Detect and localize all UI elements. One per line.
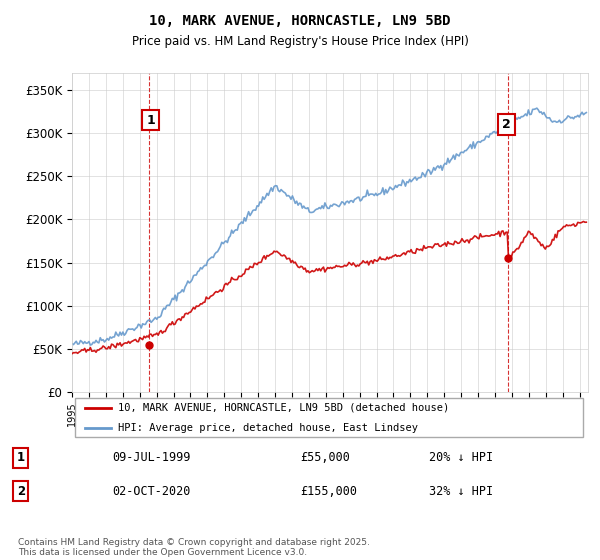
Text: 2: 2 xyxy=(502,118,511,131)
Text: 32% ↓ HPI: 32% ↓ HPI xyxy=(430,485,493,498)
Text: 09-JUL-1999: 09-JUL-1999 xyxy=(112,451,190,464)
Text: 20% ↓ HPI: 20% ↓ HPI xyxy=(430,451,493,464)
Text: 1: 1 xyxy=(17,451,25,464)
Text: 10, MARK AVENUE, HORNCASTLE, LN9 5BD (detached house): 10, MARK AVENUE, HORNCASTLE, LN9 5BD (de… xyxy=(118,403,449,413)
FancyBboxPatch shape xyxy=(74,398,583,437)
Text: 1: 1 xyxy=(146,114,155,127)
Text: 2: 2 xyxy=(17,485,25,498)
Text: £55,000: £55,000 xyxy=(300,451,350,464)
Text: Price paid vs. HM Land Registry's House Price Index (HPI): Price paid vs. HM Land Registry's House … xyxy=(131,35,469,48)
Text: Contains HM Land Registry data © Crown copyright and database right 2025.
This d: Contains HM Land Registry data © Crown c… xyxy=(18,538,370,557)
Text: 02-OCT-2020: 02-OCT-2020 xyxy=(112,485,190,498)
Text: 10, MARK AVENUE, HORNCASTLE, LN9 5BD: 10, MARK AVENUE, HORNCASTLE, LN9 5BD xyxy=(149,14,451,28)
Text: HPI: Average price, detached house, East Lindsey: HPI: Average price, detached house, East… xyxy=(118,423,418,433)
Text: £155,000: £155,000 xyxy=(300,485,357,498)
